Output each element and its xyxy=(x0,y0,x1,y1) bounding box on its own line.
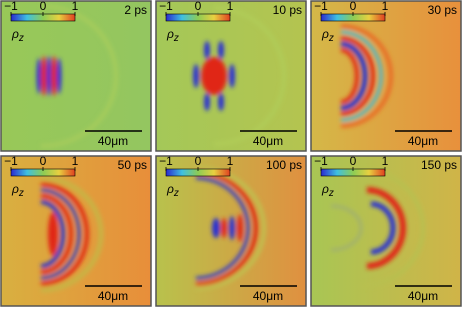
field-pattern xyxy=(36,4,118,148)
field-pattern xyxy=(40,175,104,293)
colorbar-label-sub: z xyxy=(328,33,334,44)
field-pattern xyxy=(330,168,425,288)
colorbar-label-sub: z xyxy=(18,188,24,199)
scale-bar-label: 40μm xyxy=(253,134,283,148)
wavefront xyxy=(366,187,406,269)
colorbar-tick-label: 0 xyxy=(350,154,357,168)
panel-border xyxy=(310,0,462,152)
colorbar-tick-label: −1 xyxy=(4,0,18,13)
panel-border xyxy=(155,155,307,307)
colorbar-tick-label: 0 xyxy=(350,0,357,13)
colorbar-tick-label: 1 xyxy=(227,0,234,13)
blob xyxy=(51,56,57,96)
colorbar-tick-label: 1 xyxy=(382,154,389,168)
colorbar-tick-label: 0 xyxy=(195,154,202,168)
panel-border xyxy=(0,155,152,307)
panel-background xyxy=(1,156,151,306)
wavefront xyxy=(40,200,65,268)
blob xyxy=(204,41,210,59)
wavefront xyxy=(40,188,81,280)
colorbar-label-sub: z xyxy=(328,188,334,199)
blob xyxy=(221,218,227,238)
time-label: 50 ps xyxy=(118,158,147,172)
blob xyxy=(218,93,224,111)
blob xyxy=(201,57,227,95)
colorbar-tick-label: 0 xyxy=(40,0,47,13)
time-label: 10 ps xyxy=(273,3,302,17)
wavefront xyxy=(40,194,73,274)
colorbar-tick-label: −1 xyxy=(314,154,328,168)
colorbar-label-sub: z xyxy=(173,33,179,44)
colorbar-tick-label: 1 xyxy=(72,0,79,13)
colorbar-tick-label: −1 xyxy=(159,154,173,168)
blob xyxy=(229,64,235,88)
scale-bar-label: 40μm xyxy=(98,289,128,303)
wavefront xyxy=(360,168,425,288)
wavefront xyxy=(40,175,104,293)
wavefront xyxy=(370,201,396,255)
panel-background xyxy=(311,156,461,306)
colorbar-tick-label: 1 xyxy=(382,0,389,13)
scale-bar-label: 40μm xyxy=(253,289,283,303)
colorbar-label-sub: z xyxy=(18,33,24,44)
scale-bar-label: 40μm xyxy=(98,134,128,148)
wavefront xyxy=(195,170,258,286)
panel-border xyxy=(0,0,152,152)
blob xyxy=(212,218,220,238)
scale-bar-label: 40μm xyxy=(408,134,438,148)
blob xyxy=(36,58,42,94)
panel-background xyxy=(311,1,461,151)
blob xyxy=(56,58,62,94)
colorbar-tick-label: 1 xyxy=(227,154,234,168)
colorbar-tick-label: 1 xyxy=(72,154,79,168)
blob xyxy=(204,93,210,111)
wavefront xyxy=(340,30,383,122)
field-pattern xyxy=(340,24,393,128)
wavefront xyxy=(40,4,118,148)
colorbar-tick-label: −1 xyxy=(159,0,173,13)
colorbar-tick-label: −1 xyxy=(4,154,18,168)
blob xyxy=(46,56,52,96)
blob xyxy=(237,214,243,242)
blob xyxy=(193,64,199,88)
panel-border xyxy=(155,0,307,152)
time-label: 100 ps xyxy=(266,158,302,172)
colorbar-tick-label: 0 xyxy=(195,0,202,13)
time-label: 2 ps xyxy=(124,3,147,17)
colorbar-tick-label: −1 xyxy=(314,0,328,13)
wavefront xyxy=(340,24,393,128)
panel-border xyxy=(310,155,462,307)
panel-background xyxy=(1,1,151,151)
wavefront xyxy=(340,41,368,111)
blob xyxy=(48,212,58,256)
blob xyxy=(229,216,235,240)
wavefront xyxy=(340,48,359,104)
blob xyxy=(218,41,224,59)
wavefront xyxy=(213,6,286,146)
wavefront xyxy=(40,182,89,286)
wavefront xyxy=(195,176,250,280)
blob xyxy=(41,56,47,96)
colorbar-tick-label: 0 xyxy=(40,154,47,168)
scale-bar-label: 40μm xyxy=(408,289,438,303)
time-label: 30 ps xyxy=(428,3,457,17)
time-label: 150 ps xyxy=(421,158,457,172)
colorbar-label-sub: z xyxy=(173,188,179,199)
wavefront xyxy=(340,36,375,116)
field-pattern xyxy=(193,6,286,146)
wavefront xyxy=(330,204,363,252)
